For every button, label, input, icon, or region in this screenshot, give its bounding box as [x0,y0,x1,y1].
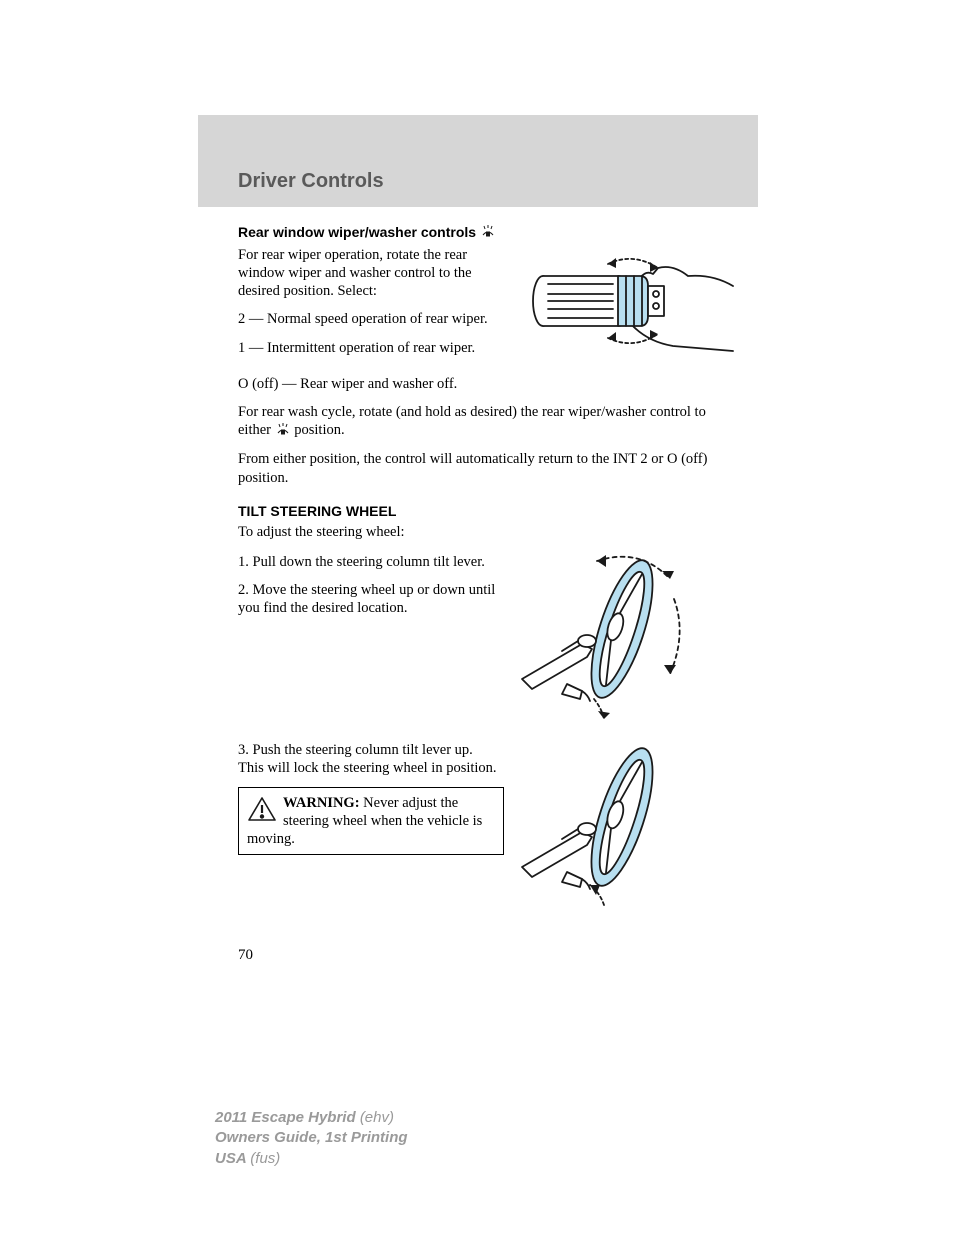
page-number: 70 [238,947,738,964]
body-paragraph: From either position, the control will a… [238,450,738,486]
rear-washer-icon [275,421,291,440]
footer-line: Owners Guide, 1st Printing [215,1128,408,1148]
rear-washer-icon [480,223,496,240]
section-header-title: Driver Controls [238,170,718,193]
body-paragraph: 3. Push the steering column tilt lever u… [238,741,500,777]
page-footer: 2011 Escape Hybrid (ehv) Owners Guide, 1… [215,1108,408,1169]
footer-code: (fus) [250,1150,280,1167]
body-paragraph: 2. Move the steering wheel up or down un… [238,581,500,617]
footer-region: USA [215,1150,250,1167]
steering-step-block-1: 1. Pull down the steering column tilt le… [238,549,738,729]
footer-code: (ehv) [360,1109,394,1126]
body-paragraph: 1 — Intermittent operation of rear wiper… [238,339,498,357]
body-paragraph: To adjust the steering wheel: [238,523,738,541]
subsection-heading-text: Rear window wiper/washer controls [238,224,476,240]
steering-tilt-up-diagram [512,737,687,917]
wiper-control-diagram [518,246,738,371]
footer-line: USA (fus) [215,1149,408,1169]
body-paragraph: 1. Pull down the steering column tilt le… [238,553,500,571]
footer-model: 2011 Escape Hybrid [215,1109,360,1126]
steering-step-block-2: 3. Push the steering column tilt lever u… [238,737,738,917]
body-text: position. [294,422,344,438]
subsection-heading-wiper: Rear window wiper/washer controls [238,223,738,240]
body-paragraph: O (off) — Rear wiper and washer off. [238,375,738,393]
footer-line: 2011 Escape Hybrid (ehv) [215,1108,408,1128]
warning-box: WARNING: Never adjust the steering wheel… [238,787,504,855]
steering-tilt-down-diagram [512,549,687,729]
body-paragraph: For rear wash cycle, rotate (and hold as… [238,403,738,440]
warning-label: WARNING: [283,795,360,811]
section-header-bar: Driver Controls [198,115,758,207]
body-paragraph: 2 — Normal speed operation of rear wiper… [238,310,498,328]
warning-icon [247,796,277,827]
manual-page: Driver Controls Rear window wiper/washer… [238,170,738,964]
body-paragraph: For rear wiper operation, rotate the rea… [238,246,498,300]
subsection-heading-tilt: TILT STEERING WHEEL [238,503,738,519]
